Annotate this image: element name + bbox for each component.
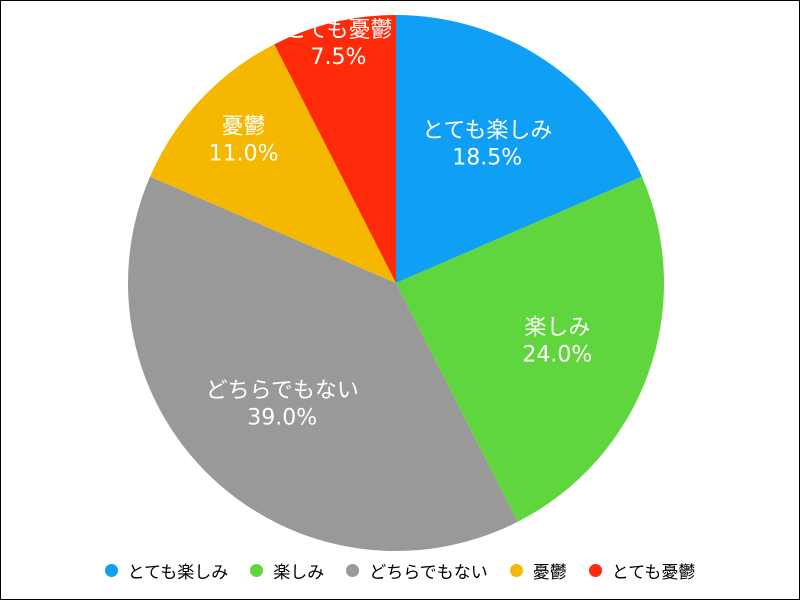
legend-marker-1	[250, 563, 264, 577]
slice-value-label-0: 18.5%	[452, 146, 522, 171]
legend-marker-2	[346, 563, 360, 577]
legend-marker-4	[588, 563, 602, 577]
slice-value-label-3: 11.0%	[209, 141, 279, 166]
legend-item-0: とても楽しみ	[104, 558, 229, 583]
legend-item-1: 楽しみ	[250, 558, 324, 583]
pie-slice-3	[150, 44, 396, 283]
legend-item-2: どちらでもない	[346, 558, 488, 583]
pie-slice-1	[396, 176, 665, 522]
legend-label-4: とても憂鬱	[611, 562, 696, 583]
legend: とても楽しみ 楽しみ どちらでもない 憂鬱 とても憂鬱	[0, 556, 800, 584]
legend-marker-3	[509, 563, 523, 577]
slice-value-label-4: 7.5%	[310, 45, 366, 70]
legend-label-3: 憂鬱	[532, 562, 567, 583]
pie-slice-4	[274, 15, 396, 283]
pie-slices	[127, 15, 665, 551]
legend-label-2: どちらでもない	[369, 562, 488, 583]
pie-slice-2	[127, 176, 518, 551]
slice-category-label-3: 憂鬱	[222, 114, 266, 139]
slice-value-label-1: 24.0%	[522, 343, 592, 368]
slice-category-label-2: どちらでもない	[206, 379, 359, 404]
legend-label-1: 楽しみ	[273, 562, 325, 583]
slice-category-label-0: とても楽しみ	[422, 119, 552, 144]
slice-category-label-1: 楽しみ	[524, 316, 590, 341]
legend-item-4: とても憂鬱	[588, 558, 696, 583]
slice-category-label-4: とても憂鬱	[284, 18, 392, 43]
slice-value-label-2: 39.0%	[247, 406, 317, 431]
pie-slice-0	[396, 15, 642, 283]
legend-marker-0	[104, 563, 118, 577]
legend-label-0: とても楽しみ	[127, 562, 229, 583]
legend-item-3: 憂鬱	[509, 558, 567, 583]
